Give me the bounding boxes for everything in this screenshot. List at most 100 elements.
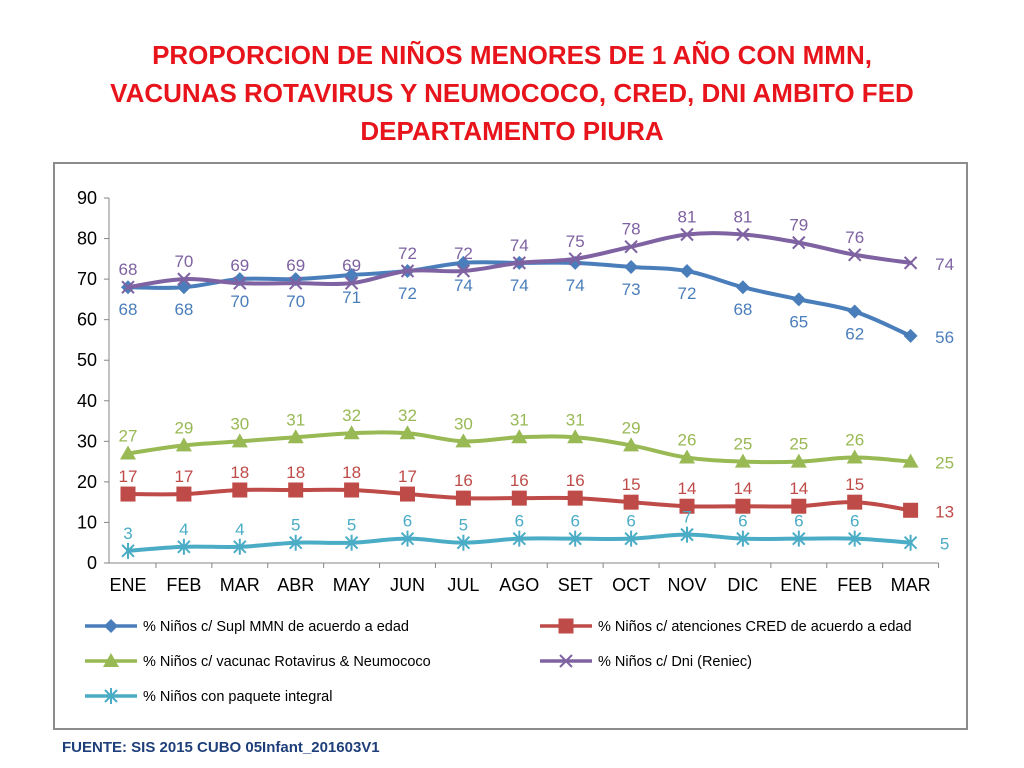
data-label: 18 (230, 463, 249, 482)
data-point (568, 252, 582, 266)
data-label: 68 (174, 300, 193, 319)
x-tick-label: NOV (667, 575, 706, 595)
series-5: 3 4 4 5 5 6 5 6 6 6 7 6 6 6 5 (121, 508, 949, 559)
data-label: 30 (454, 414, 473, 433)
data-point (176, 486, 192, 502)
data-point (287, 429, 304, 444)
data-point (903, 328, 918, 343)
x-tick-label: AGO (499, 575, 539, 595)
data-label: 6 (738, 512, 747, 531)
data-point (736, 227, 750, 242)
data-point (680, 227, 694, 242)
chart-frame: 0 10 20 30 40 50 60 70 80 90 ENE FEB MAR ABR MAY JUN JUL… (53, 162, 968, 730)
data-label: 15 (845, 475, 864, 494)
legend-label: % Niños c/ Supl MMN de acuerdo a edad (143, 619, 409, 635)
data-label: 30 (230, 414, 249, 433)
data-point (343, 425, 360, 440)
data-point (232, 482, 248, 498)
data-label: 72 (398, 284, 417, 303)
data-point (902, 453, 919, 468)
data-point (344, 534, 359, 551)
source-note: FUENTE: SIS 2015 CUBO 05Infant_201603V1 (62, 739, 380, 756)
data-point (233, 276, 247, 290)
data-label: 79 (789, 216, 808, 235)
data-point (400, 264, 415, 278)
data-label: 25 (789, 435, 808, 454)
y-tick-label: 30 (77, 431, 97, 451)
data-label: 68 (119, 260, 138, 279)
x-tick-label: MAR (891, 575, 931, 595)
data-label: 26 (845, 431, 864, 450)
data-point (121, 280, 135, 294)
legend-label: % Niños c/ vacunac Rotavirus & Neumococo (143, 654, 431, 670)
data-point (903, 534, 918, 551)
y-tick-label: 10 (77, 512, 97, 532)
data-point (624, 530, 638, 547)
x-tick-label: SET (558, 575, 593, 595)
title-line-1: PROPORCION DE NIÑOS MENORES DE 1 AÑO CON… (152, 40, 872, 70)
data-label: 31 (286, 410, 305, 429)
data-point (903, 256, 918, 270)
data-point (568, 530, 582, 547)
legend: % Niños c/ Supl MMN de acuerdo a edad % N… (85, 618, 912, 705)
data-point (680, 264, 694, 278)
data-label: 15 (622, 475, 641, 494)
data-label: 76 (845, 228, 864, 247)
x-tick-label: FEB (837, 575, 872, 595)
y-tick-label: 20 (77, 472, 97, 492)
data-label: 32 (398, 406, 417, 425)
data-point (624, 239, 638, 254)
legend-item: % Niños con paquete integral (85, 688, 332, 705)
legend-item: % Niños c/ Supl MMN de acuerdo a edad (85, 619, 409, 635)
data-label: 69 (286, 256, 305, 275)
data-point (736, 530, 750, 547)
y-tick-label: 80 (77, 229, 97, 249)
data-point (512, 256, 527, 270)
data-point (288, 276, 303, 290)
data-label: 13 (935, 502, 954, 521)
y-tick-label: 90 (77, 188, 97, 208)
data-label: 3 (123, 524, 132, 543)
x-tick-label: MAY (333, 575, 371, 595)
data-point (679, 449, 695, 464)
data-point (847, 494, 863, 510)
data-point (511, 429, 528, 444)
series-3: 27 29 30 31 32 32 30 31 31 29 26 25 25 26 25 (119, 406, 955, 472)
data-label: 4 (235, 520, 244, 539)
y-tick-label: 40 (77, 391, 97, 411)
data-point (399, 425, 416, 440)
x-tick-label: DIC (727, 575, 758, 595)
legend-label: % Niños c/ atenciones CRED de acuerdo a … (598, 619, 912, 635)
data-label: 70 (286, 292, 305, 311)
data-label: 16 (510, 471, 529, 490)
data-label: 14 (733, 479, 752, 498)
data-label: 29 (174, 418, 193, 437)
data-label: 5 (347, 516, 356, 535)
data-label: 31 (510, 410, 529, 429)
x-tick-label: ENE (109, 575, 146, 595)
data-label: 75 (566, 232, 585, 251)
data-label: 31 (566, 410, 585, 429)
data-label: 6 (626, 512, 635, 531)
data-point (175, 437, 192, 452)
data-point (847, 530, 862, 547)
data-label: 69 (230, 256, 249, 275)
data-label: 62 (845, 325, 864, 344)
data-label: 17 (119, 467, 138, 486)
data-point (735, 280, 750, 295)
x-tick-label: OCT (612, 575, 650, 595)
data-label: 74 (454, 276, 473, 295)
legend-label: % Niños con paquete integral (143, 689, 332, 705)
data-point (233, 538, 247, 555)
data-label: 74 (566, 276, 585, 295)
x-tick-label: JUN (390, 575, 425, 595)
x-tick-label: ENE (780, 575, 817, 595)
data-label: 5 (940, 535, 949, 554)
data-label: 26 (678, 431, 697, 450)
legend-item: % Niños c/ atenciones CRED de acuerdo a … (540, 618, 912, 635)
data-point (456, 534, 471, 551)
data-point (288, 482, 304, 498)
data-label: 25 (733, 435, 752, 454)
data-label: 74 (510, 236, 529, 255)
data-point (120, 445, 136, 460)
